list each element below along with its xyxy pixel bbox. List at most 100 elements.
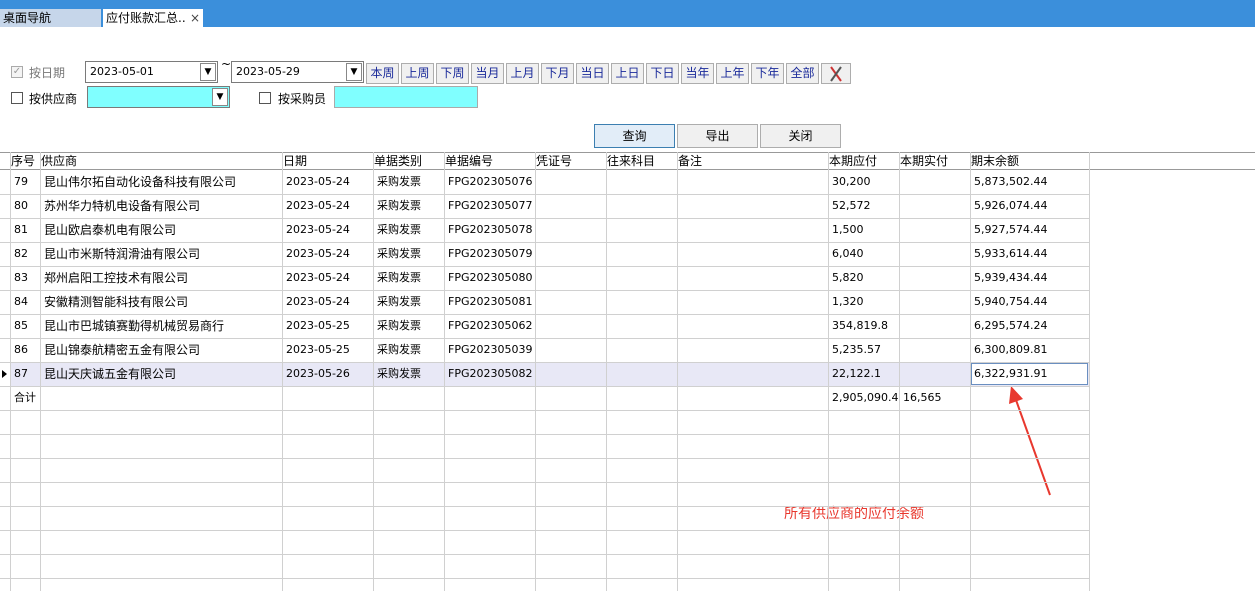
- checkbox[interactable]: [259, 92, 271, 104]
- grid-cell[interactable]: 2023-05-26: [286, 367, 350, 380]
- grid-cell[interactable]: 2,905,090.4: [832, 391, 898, 404]
- grid-cell[interactable]: 采购发票: [377, 343, 421, 356]
- grid-cell[interactable]: 84: [14, 295, 28, 308]
- grid-cell[interactable]: 6,040: [832, 247, 864, 260]
- grid-cell[interactable]: 2023-05-24: [286, 223, 350, 236]
- tab-active[interactable]: 应付账款汇总.. ×: [103, 9, 203, 27]
- grid-cell[interactable]: 85: [14, 319, 28, 332]
- grid-cell[interactable]: 1,500: [832, 223, 864, 236]
- grid-cell[interactable]: 苏州华力特机电设备有限公司: [44, 199, 201, 213]
- grid-cell[interactable]: 安徽精测智能科技有限公司: [44, 295, 189, 309]
- row-line: [0, 506, 1089, 507]
- dropdown-button[interactable]: ▼: [346, 63, 362, 81]
- grid-cell[interactable]: 6,300,809.81: [974, 343, 1048, 356]
- grid-cell[interactable]: 5,873,502.44: [974, 175, 1048, 188]
- period-button[interactable]: 下月: [541, 63, 574, 84]
- grid-cell[interactable]: 郑州启阳工控技术有限公司: [44, 271, 189, 285]
- grid-cell[interactable]: 2023-05-24: [286, 295, 350, 308]
- grid-cell[interactable]: 83: [14, 271, 28, 284]
- grid-cell[interactable]: 昆山天庆诚五金有限公司: [44, 367, 177, 381]
- row-line: [0, 242, 1089, 243]
- grid-cell[interactable]: 2023-05-24: [286, 199, 350, 212]
- grid-cell[interactable]: 52,572: [832, 199, 871, 212]
- grid-cell[interactable]: FPG202305077: [448, 199, 533, 212]
- label: 按采购员: [278, 92, 327, 106]
- grid-cell[interactable]: FPG202305076: [448, 175, 533, 188]
- column-header: 单据类别: [374, 154, 423, 168]
- buyer-input[interactable]: [334, 86, 478, 108]
- grid-cell[interactable]: 采购发票: [377, 175, 421, 188]
- grid-cell[interactable]: 采购发票: [377, 247, 421, 260]
- grid-cell[interactable]: FPG202305078: [448, 223, 533, 236]
- grid-cell[interactable]: 昆山伟尔拓自动化设备科技有限公司: [44, 175, 237, 189]
- grid-cell[interactable]: 昆山锦泰航精密五金有限公司: [44, 343, 201, 357]
- period-button[interactable]: 本周: [366, 63, 399, 84]
- grid-cell[interactable]: 采购发票: [377, 319, 421, 332]
- grid-cell[interactable]: 采购发票: [377, 199, 421, 212]
- grid-cell[interactable]: FPG202305081: [448, 295, 533, 308]
- grid-cell[interactable]: 2023-05-24: [286, 247, 350, 260]
- tab[interactable]: 桌面导航: [0, 9, 101, 27]
- period-button[interactable]: 全部: [786, 63, 819, 84]
- period-button[interactable]: 下年: [751, 63, 784, 84]
- grid-cell[interactable]: 昆山市米斯特润滑油有限公司: [44, 247, 201, 261]
- period-button[interactable]: 下周: [436, 63, 469, 84]
- grid-cell[interactable]: 5,940,754.44: [974, 295, 1048, 308]
- dropdown-button[interactable]: ▼: [200, 63, 216, 81]
- period-button[interactable]: 当月: [471, 63, 504, 84]
- grid-cell[interactable]: 采购发票: [377, 295, 421, 308]
- grid-cell[interactable]: 2023-05-24: [286, 175, 350, 188]
- period-button[interactable]: 上周: [401, 63, 434, 84]
- period-button[interactable]: 下日: [646, 63, 679, 84]
- grid-cell[interactable]: 5,933,614.44: [974, 247, 1048, 260]
- grid-cell[interactable]: 5,820: [832, 271, 864, 284]
- grid-cell[interactable]: 6,322,931.91: [974, 367, 1048, 380]
- grid-cell[interactable]: 5,926,074.44: [974, 199, 1048, 212]
- grid-cell[interactable]: 2023-05-25: [286, 343, 350, 356]
- grid-cell[interactable]: 采购发票: [377, 223, 421, 236]
- grid-cell[interactable]: 81: [14, 223, 28, 236]
- date-input[interactable]: 2023-05-01 ▼: [85, 61, 218, 83]
- grid-cell[interactable]: 昆山欧启泰机电有限公司: [44, 223, 177, 237]
- date-input[interactable]: 2023-05-29 ▼: [231, 61, 364, 83]
- grid-cell[interactable]: 合计: [14, 391, 36, 404]
- grid-cell[interactable]: 79: [14, 175, 28, 188]
- action-button[interactable]: 关闭: [760, 124, 841, 148]
- grid-cell[interactable]: 采购发票: [377, 271, 421, 284]
- grid-cell[interactable]: 82: [14, 247, 28, 260]
- period-button[interactable]: 上年: [716, 63, 749, 84]
- grid-cell[interactable]: FPG202305062: [448, 319, 533, 332]
- grid-cell[interactable]: 80: [14, 199, 28, 212]
- grid-cell[interactable]: FPG202305082: [448, 367, 533, 380]
- grid-cell[interactable]: FPG202305080: [448, 271, 533, 284]
- dropdown-button[interactable]: ▼: [212, 88, 228, 106]
- grid-cell[interactable]: 采购发票: [377, 367, 421, 380]
- checkbox[interactable]: [11, 92, 23, 104]
- grid-cell[interactable]: 5,235.57: [832, 343, 881, 356]
- grid-cell[interactable]: 354,819.8: [832, 319, 888, 332]
- clear-button[interactable]: [821, 63, 851, 84]
- grid-cell[interactable]: 昆山市巴城镇赛勤得机械贸易商行: [44, 319, 225, 333]
- period-button[interactable]: 上日: [611, 63, 644, 84]
- grid-cell[interactable]: 87: [14, 367, 28, 380]
- grid-cell[interactable]: 2023-05-25: [286, 319, 350, 332]
- grid-cell[interactable]: 6,295,574.24: [974, 319, 1048, 332]
- grid-cell[interactable]: FPG202305039: [448, 343, 533, 356]
- period-button[interactable]: 当日: [576, 63, 609, 84]
- grid-cell[interactable]: 30,200: [832, 175, 871, 188]
- grid-cell[interactable]: FPG202305079: [448, 247, 533, 260]
- period-button[interactable]: 当年: [681, 63, 714, 84]
- supplier-combo[interactable]: ▼: [87, 86, 230, 108]
- action-button[interactable]: 查询: [594, 124, 675, 148]
- grid-cell[interactable]: 16,565: [903, 391, 942, 404]
- checkbox-checked[interactable]: ✓: [11, 66, 23, 78]
- grid-cell[interactable]: 86: [14, 343, 28, 356]
- grid-cell[interactable]: 22,122.1: [832, 367, 881, 380]
- grid-cell[interactable]: 2023-05-24: [286, 271, 350, 284]
- grid-cell[interactable]: 1,320: [832, 295, 864, 308]
- action-button[interactable]: 导出: [677, 124, 758, 148]
- grid-cell[interactable]: 5,939,434.44: [974, 271, 1048, 284]
- tab-close[interactable]: ×: [189, 11, 200, 25]
- grid-cell[interactable]: 5,927,574.44: [974, 223, 1048, 236]
- period-button[interactable]: 上月: [506, 63, 539, 84]
